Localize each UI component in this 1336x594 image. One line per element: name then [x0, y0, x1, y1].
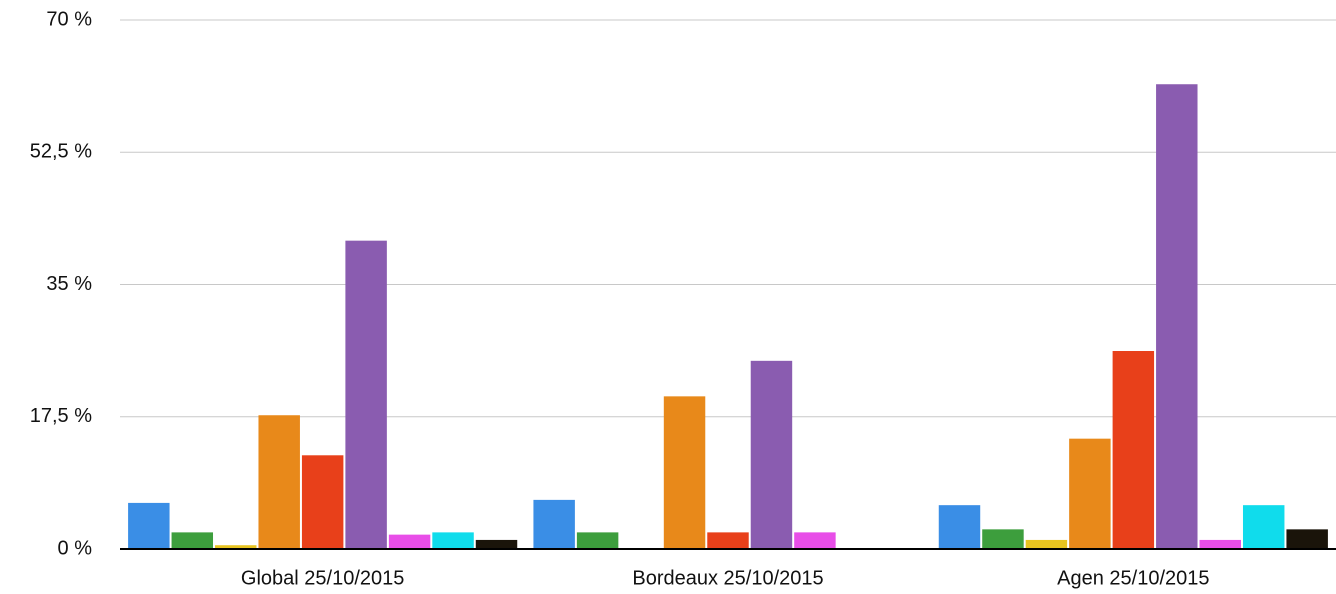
bar [432, 532, 474, 549]
bar [663, 396, 706, 549]
bar [128, 502, 170, 549]
bar [1199, 539, 1241, 549]
bar [982, 529, 1024, 549]
bar [1112, 351, 1155, 549]
bar [1069, 438, 1111, 549]
bar [938, 505, 981, 549]
bar [533, 499, 575, 549]
x-tick-label: Global 25/10/2015 [241, 567, 404, 589]
bar [475, 539, 518, 549]
bar [345, 240, 387, 549]
y-tick-label: 17,5 % [30, 405, 92, 427]
y-tick-label: 0 % [58, 537, 93, 559]
y-tick-label: 70 % [46, 8, 92, 30]
y-tick-label: 52,5 % [30, 141, 92, 163]
bar [258, 415, 300, 549]
bar [794, 532, 836, 549]
x-tick-label: Bordeaux 25/10/2015 [632, 567, 823, 589]
bar [171, 532, 214, 549]
bar [301, 455, 344, 549]
bar [1025, 539, 1068, 549]
bar [576, 532, 619, 549]
x-tick-label: Agen 25/10/2015 [1057, 567, 1209, 589]
bar [388, 534, 431, 549]
y-tick-label: 35 % [46, 273, 92, 295]
bar [707, 532, 749, 549]
bar [1286, 529, 1328, 549]
bar [1156, 84, 1198, 549]
bar [1242, 505, 1285, 549]
bar [215, 545, 257, 549]
bar [750, 360, 793, 549]
